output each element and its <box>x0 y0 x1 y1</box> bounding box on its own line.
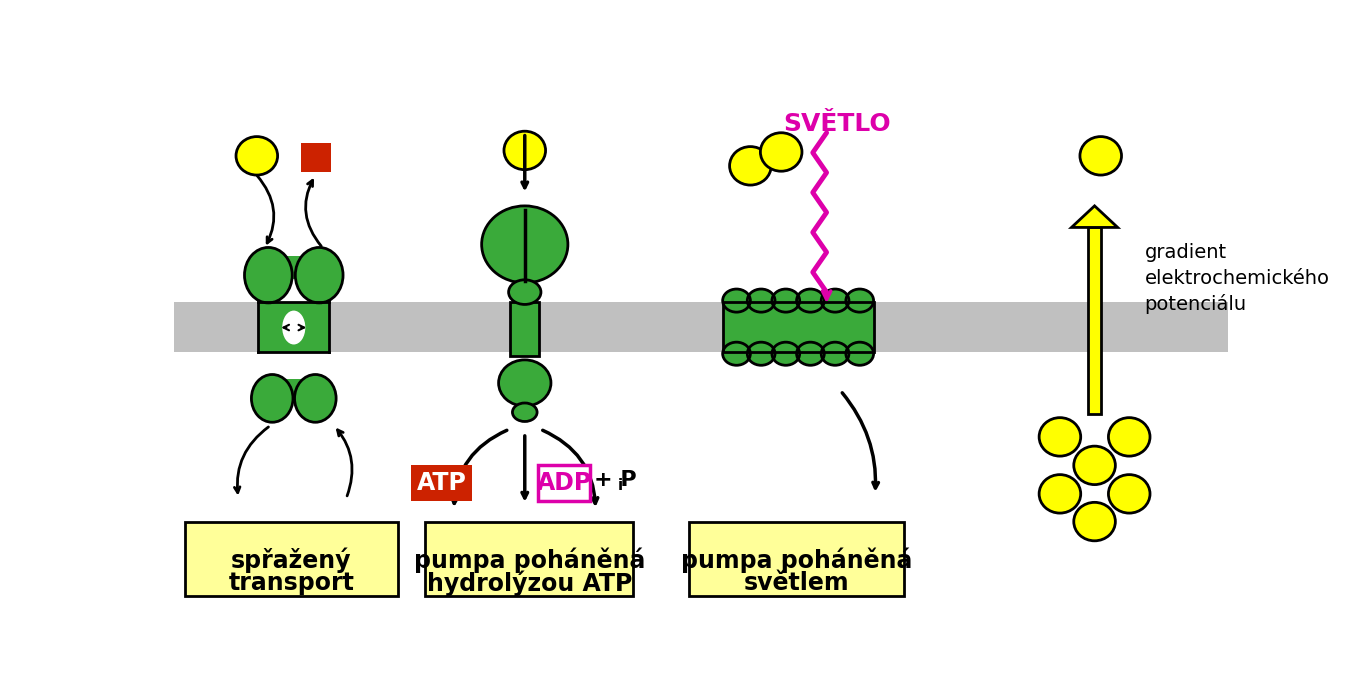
Ellipse shape <box>747 342 776 365</box>
Ellipse shape <box>498 360 551 406</box>
Ellipse shape <box>722 289 751 312</box>
Text: světlem: světlem <box>744 571 850 595</box>
Text: hydrolýzou ATP: hydrolýzou ATP <box>427 571 632 597</box>
Bar <box>278 379 309 402</box>
Ellipse shape <box>1074 446 1115 484</box>
Ellipse shape <box>761 133 802 171</box>
Ellipse shape <box>1040 418 1081 456</box>
Ellipse shape <box>821 289 850 312</box>
Ellipse shape <box>509 280 540 305</box>
Ellipse shape <box>821 342 850 365</box>
Ellipse shape <box>772 342 800 365</box>
Ellipse shape <box>245 247 293 303</box>
Ellipse shape <box>513 403 538 422</box>
Ellipse shape <box>295 247 343 303</box>
Bar <box>510 302 539 356</box>
Text: pumpa poháněná: pumpa poháněná <box>413 548 646 573</box>
Text: ADP: ADP <box>536 471 592 495</box>
Ellipse shape <box>1040 475 1081 513</box>
FancyBboxPatch shape <box>538 465 590 501</box>
Bar <box>175 302 1228 352</box>
Text: SVĚTLO: SVĚTLO <box>782 112 891 136</box>
Ellipse shape <box>722 342 751 365</box>
Ellipse shape <box>482 206 568 283</box>
Ellipse shape <box>845 289 874 312</box>
FancyBboxPatch shape <box>425 522 633 596</box>
Ellipse shape <box>1074 502 1115 541</box>
Ellipse shape <box>1079 136 1122 175</box>
Text: pumpa poháněná: pumpa poháněná <box>681 548 912 573</box>
Text: transport: transport <box>228 571 354 595</box>
Bar <box>722 302 874 352</box>
Text: ATP: ATP <box>417 471 466 495</box>
Text: i: i <box>618 478 622 493</box>
Ellipse shape <box>252 375 293 422</box>
Text: potenciálu: potenciálu <box>1145 294 1246 314</box>
Bar <box>722 302 874 352</box>
Text: elektrochemického: elektrochemického <box>1145 269 1330 288</box>
Ellipse shape <box>294 375 337 422</box>
Polygon shape <box>1071 206 1118 227</box>
Ellipse shape <box>282 311 305 344</box>
Text: + P: + P <box>594 470 636 490</box>
Ellipse shape <box>503 131 546 169</box>
Text: spřažený: spřažený <box>231 548 352 573</box>
FancyBboxPatch shape <box>688 522 904 596</box>
Bar <box>259 302 330 352</box>
Ellipse shape <box>845 342 874 365</box>
Bar <box>1088 227 1101 414</box>
Bar <box>278 256 309 279</box>
Ellipse shape <box>747 289 776 312</box>
Ellipse shape <box>237 136 278 175</box>
Ellipse shape <box>796 342 825 365</box>
Ellipse shape <box>796 289 825 312</box>
Ellipse shape <box>772 289 800 312</box>
FancyBboxPatch shape <box>410 465 472 501</box>
Ellipse shape <box>1108 418 1150 456</box>
FancyBboxPatch shape <box>185 522 398 596</box>
Text: gradient: gradient <box>1145 243 1227 262</box>
Ellipse shape <box>1108 475 1150 513</box>
Bar <box>301 143 331 172</box>
Ellipse shape <box>729 147 772 185</box>
